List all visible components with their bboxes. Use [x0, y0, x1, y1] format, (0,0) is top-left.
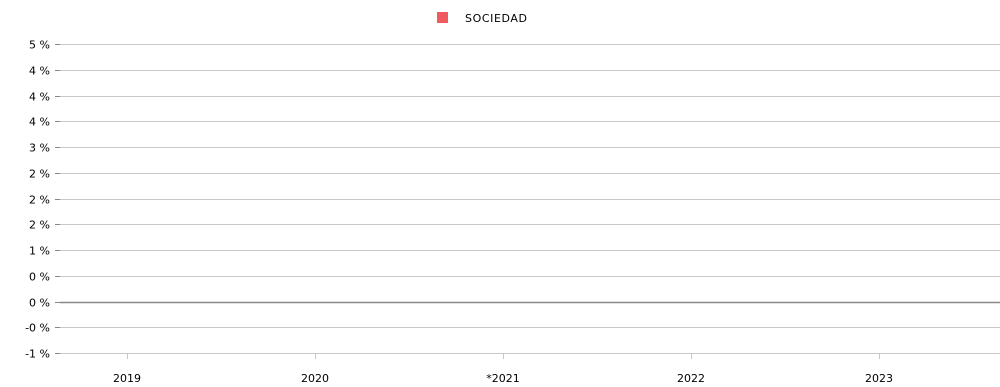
x-axis-labels: 2019 2020 *2021 2022 2023 [113, 372, 893, 385]
x-tick-label: 2020 [301, 372, 329, 385]
y-tick-label: 3 % [29, 142, 50, 155]
x-tick-label: 2019 [113, 372, 141, 385]
y-tick-label: 2 % [29, 168, 50, 181]
y-tick-label: 4 % [29, 116, 50, 129]
y-tick-label: 5 % [29, 39, 50, 52]
y-tick-label: -0 % [25, 322, 50, 335]
y-tick-label: -1 % [25, 348, 50, 361]
legend: SOCIEDAD [437, 12, 528, 25]
y-tick-label: 1 % [29, 245, 50, 258]
y-tick-label: 0 % [29, 297, 50, 310]
x-axis-ticks [127, 353, 880, 359]
y-tick-label: 2 % [29, 194, 50, 207]
gridlines [55, 44, 1000, 354]
y-tick-label: 4 % [29, 65, 50, 78]
y-tick-label: 2 % [29, 219, 50, 232]
y-tick-label: 4 % [29, 91, 50, 104]
x-tick-label: *2021 [486, 372, 520, 385]
legend-swatch-sociedad [437, 12, 448, 23]
legend-label-sociedad: SOCIEDAD [465, 12, 528, 25]
y-axis-labels: 5 % 4 % 4 % 4 % 3 % 2 % 2 % 2 % 1 % 0 % 0 % -0 % -1 … [25, 39, 50, 361]
x-tick-label: 2023 [865, 372, 893, 385]
x-tick-label: 2022 [677, 372, 705, 385]
y-tick-label: 0 % [29, 271, 50, 284]
